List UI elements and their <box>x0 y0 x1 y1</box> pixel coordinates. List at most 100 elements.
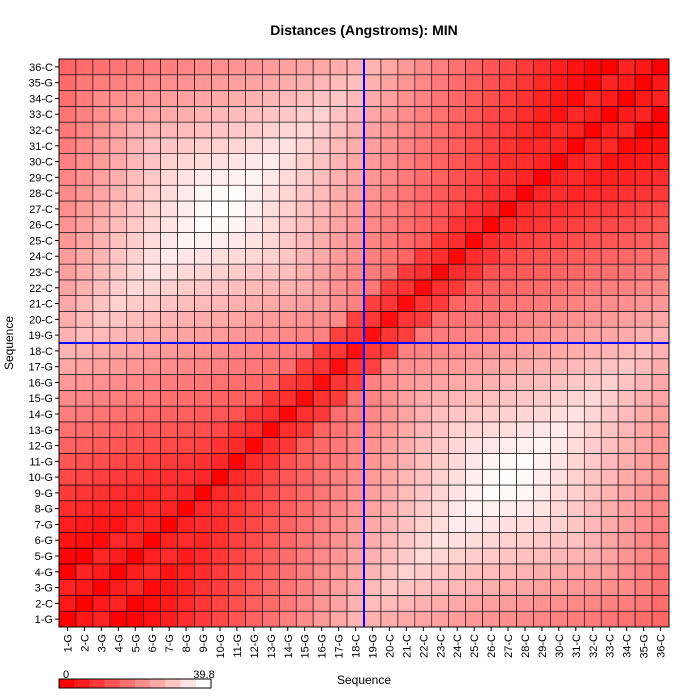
heatmap-cell <box>346 248 365 265</box>
heatmap-cell <box>109 106 128 123</box>
heatmap-cell <box>143 248 161 265</box>
heatmap-cell <box>397 248 416 265</box>
heatmap-cell <box>583 532 602 549</box>
heatmap-cell <box>245 453 263 470</box>
heatmap-cell <box>634 374 653 391</box>
heatmap-cell <box>58 279 77 296</box>
heatmap-cell <box>651 263 670 281</box>
heatmap-cell <box>92 248 111 265</box>
heatmap-cell <box>160 279 178 296</box>
heatmap-cell <box>109 405 128 423</box>
heatmap-cell <box>109 248 128 265</box>
heatmap-cell <box>550 216 568 233</box>
heatmap-cell <box>465 200 483 218</box>
heatmap-cell <box>499 153 517 170</box>
x-tick-label: 34-C <box>622 634 634 658</box>
heatmap-cell <box>262 610 280 628</box>
heatmap-cell <box>126 468 145 486</box>
heatmap-cell <box>262 326 280 344</box>
heatmap-cell <box>160 547 178 565</box>
heatmap-cell <box>397 390 416 407</box>
heatmap-cell <box>448 279 466 296</box>
heatmap-cell <box>431 263 450 281</box>
heatmap-cell <box>583 547 602 565</box>
heatmap-cell <box>211 90 229 107</box>
heatmap-cell <box>194 153 212 170</box>
heatmap-cell <box>414 579 433 596</box>
x-tick-label: 17-G <box>334 634 346 658</box>
heatmap-cell <box>397 547 416 565</box>
heatmap-cell <box>583 74 602 91</box>
heatmap-cell <box>651 532 670 549</box>
heatmap-cell <box>312 516 331 533</box>
heatmap-cell <box>75 610 94 628</box>
heatmap-cell <box>143 326 161 344</box>
heatmap-cell <box>211 421 229 438</box>
heatmap-cell <box>516 90 534 107</box>
heatmap-cell <box>567 342 585 360</box>
heatmap-cell <box>550 421 568 438</box>
heatmap-cell <box>567 421 585 438</box>
y-tick-label: 21-C <box>29 299 53 311</box>
heatmap-cell <box>363 106 382 123</box>
heatmap-cell <box>312 358 331 375</box>
heatmap-cell <box>516 74 534 91</box>
heatmap-cell <box>448 137 466 154</box>
heatmap-cell <box>160 358 178 375</box>
heatmap-cell <box>550 232 568 249</box>
heatmap-cell <box>482 137 500 154</box>
heatmap-cell <box>465 153 483 170</box>
heatmap-cell <box>414 437 433 454</box>
heatmap-cell <box>211 374 229 391</box>
heatmap-cell <box>482 263 500 281</box>
heatmap-cell <box>600 610 619 628</box>
heatmap-cell <box>448 484 466 502</box>
heatmap-cell <box>278 153 297 170</box>
heatmap-cell <box>380 421 399 438</box>
heatmap-cell <box>143 184 161 202</box>
heatmap-cell <box>634 547 653 565</box>
x-tick-label: 29-C <box>537 634 549 658</box>
heatmap-cell <box>363 547 382 565</box>
heatmap-cell <box>58 595 77 612</box>
heatmap-cell <box>346 374 365 391</box>
heatmap-cell <box>465 232 483 249</box>
heatmap-cell <box>211 595 229 612</box>
heatmap-cell <box>228 169 246 186</box>
heatmap-cell <box>634 153 653 170</box>
heatmap-cell <box>109 279 128 296</box>
heatmap-cell <box>448 216 466 233</box>
heatmap-cell <box>617 595 636 612</box>
heatmap-cell <box>397 437 416 454</box>
y-tick-label: 20-C <box>29 314 53 326</box>
heatmap-cell <box>92 311 111 328</box>
heatmap-cell <box>312 279 331 296</box>
heatmap-cell <box>600 532 619 549</box>
heatmap-cell <box>363 169 382 186</box>
heatmap-cell <box>75 74 94 91</box>
heatmap-cell <box>482 405 500 423</box>
heatmap-cell <box>126 374 145 391</box>
heatmap-cell <box>617 421 636 438</box>
heatmap-cell <box>126 232 145 249</box>
heatmap-cell <box>58 390 77 407</box>
heatmap-cell <box>516 405 534 423</box>
heatmap-cell <box>329 500 348 517</box>
heatmap-cell <box>380 169 399 186</box>
heatmap-cell <box>194 342 212 360</box>
heatmap-cell <box>211 437 229 454</box>
y-tick-label: 14-G <box>29 409 53 421</box>
heatmap-cell <box>482 326 500 344</box>
colorbar-max-label: 39.8 <box>193 669 214 681</box>
heatmap-cell <box>414 184 433 202</box>
heatmap-cell <box>177 263 195 281</box>
heatmap-cell <box>499 106 517 123</box>
heatmap-cell <box>109 58 128 76</box>
heatmap-cell <box>482 610 500 628</box>
heatmap-cell <box>617 279 636 296</box>
heatmap-cell <box>346 169 365 186</box>
heatmap-cell <box>278 484 297 502</box>
heatmap-cell <box>600 311 619 328</box>
heatmap-cell <box>109 532 128 549</box>
heatmap-cell <box>109 200 128 218</box>
